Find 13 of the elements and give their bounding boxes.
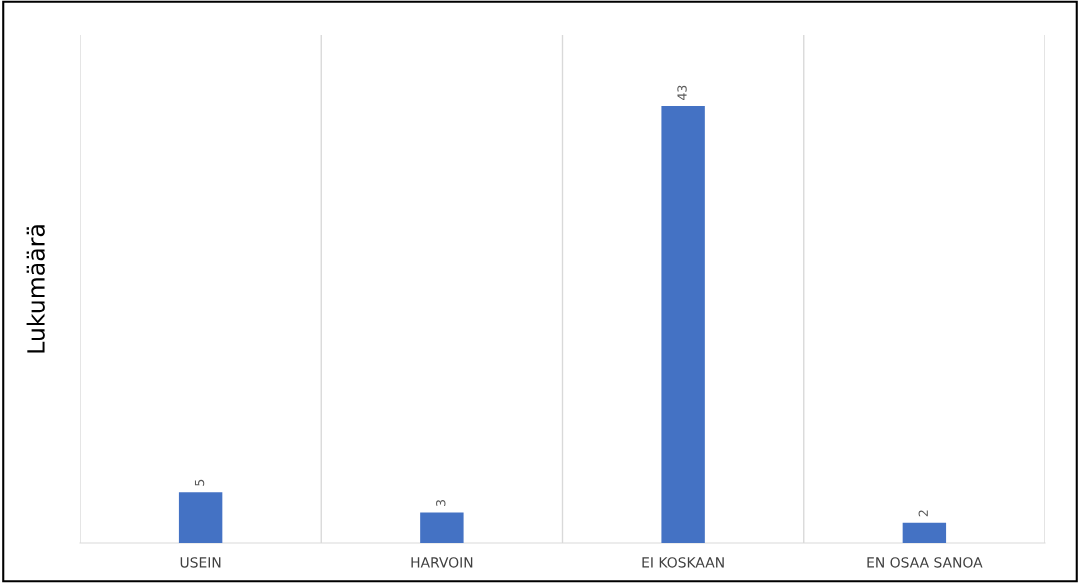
x-tick-label: EN OSAA SANOA bbox=[867, 557, 983, 568]
x-tick-label: USEIN bbox=[180, 557, 221, 568]
data-label: 3 bbox=[436, 500, 446, 507]
y-axis-title: Lukumäärä bbox=[26, 225, 45, 353]
bar bbox=[178, 492, 223, 543]
bar bbox=[902, 522, 947, 543]
bar bbox=[661, 106, 705, 543]
bar bbox=[420, 512, 464, 543]
data-label: 5 bbox=[194, 479, 205, 486]
data-label: 43 bbox=[677, 85, 687, 100]
data-label: 2 bbox=[918, 510, 928, 517]
x-tick-label: EI KOSKAAN bbox=[642, 557, 724, 568]
x-tick-label: HARVOIN bbox=[411, 557, 473, 568]
